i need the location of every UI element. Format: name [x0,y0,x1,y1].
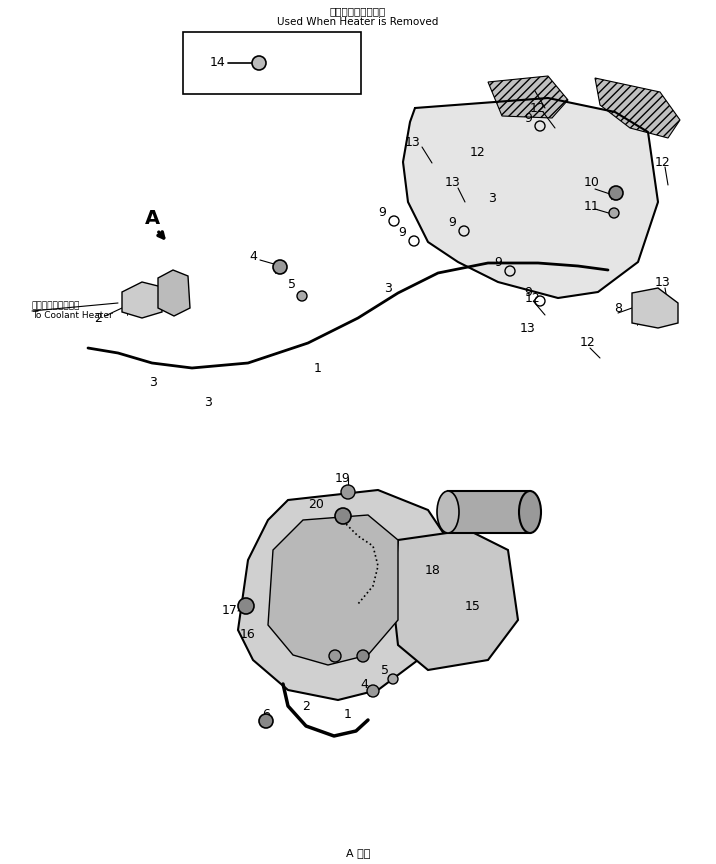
Text: 13: 13 [520,321,536,334]
Bar [183,32,361,94]
Circle shape [357,650,369,662]
Text: 18: 18 [425,564,441,577]
Text: 5: 5 [288,278,296,291]
Circle shape [252,56,266,70]
Circle shape [609,186,623,200]
Text: クーラントヒータへ: クーラントヒータへ [32,302,80,310]
Text: Used When Heater is Removed: Used When Heater is Removed [277,17,439,27]
Text: 3: 3 [204,396,212,409]
Text: 20: 20 [308,498,324,511]
Text: A 断面: A 断面 [346,848,370,858]
Text: 17: 17 [222,605,238,618]
Polygon shape [403,98,658,298]
Polygon shape [158,270,190,316]
Text: 19: 19 [315,638,331,651]
Text: 1: 1 [344,708,352,721]
Polygon shape [393,530,518,670]
Text: 10: 10 [584,176,600,189]
Circle shape [273,260,287,274]
Text: 13: 13 [405,137,421,149]
Text: 15: 15 [465,600,481,613]
Text: 12: 12 [470,147,486,160]
Text: 9: 9 [378,206,386,219]
Ellipse shape [437,491,459,533]
Circle shape [341,485,355,499]
Text: A: A [145,208,160,227]
Text: 9: 9 [398,226,406,239]
Polygon shape [595,78,680,138]
Text: 9: 9 [524,111,532,124]
Text: 16: 16 [240,627,256,640]
Text: 13: 13 [445,176,461,189]
Text: 8: 8 [614,302,622,314]
Text: 12: 12 [655,156,671,169]
Text: 9: 9 [524,287,532,300]
Circle shape [367,685,379,697]
Text: 13: 13 [655,276,671,289]
Circle shape [329,650,341,662]
Circle shape [609,208,619,218]
Text: 12: 12 [530,101,546,115]
Text: 12: 12 [580,336,596,350]
Ellipse shape [519,491,541,533]
Circle shape [259,714,273,728]
Text: 1: 1 [314,361,322,374]
Bar [448,491,530,533]
Text: 2: 2 [302,700,310,713]
Polygon shape [268,515,398,665]
Text: 19: 19 [335,472,351,485]
Text: 21: 21 [504,490,520,503]
Circle shape [297,291,307,301]
Text: 4: 4 [249,250,257,263]
Text: 9: 9 [494,257,502,270]
Polygon shape [122,282,162,318]
Text: 12: 12 [525,291,541,304]
Text: 20: 20 [348,638,364,651]
Circle shape [238,598,254,614]
Polygon shape [632,288,678,328]
Text: ヒータ非装着時使用: ヒータ非装着時使用 [330,6,386,16]
Text: 3: 3 [384,282,392,295]
Text: 11: 11 [584,200,600,213]
Polygon shape [488,76,568,118]
Text: To Coolant Heater: To Coolant Heater [32,312,112,321]
Text: 3: 3 [488,192,496,205]
Text: 5: 5 [381,664,389,677]
Circle shape [388,674,398,684]
Text: 9: 9 [448,217,456,230]
Circle shape [335,508,351,524]
Text: 2: 2 [94,313,102,326]
Polygon shape [238,490,448,700]
Text: 3: 3 [149,377,157,390]
Text: 4: 4 [360,677,368,690]
Text: 14: 14 [210,56,226,69]
Text: 6: 6 [262,708,270,721]
